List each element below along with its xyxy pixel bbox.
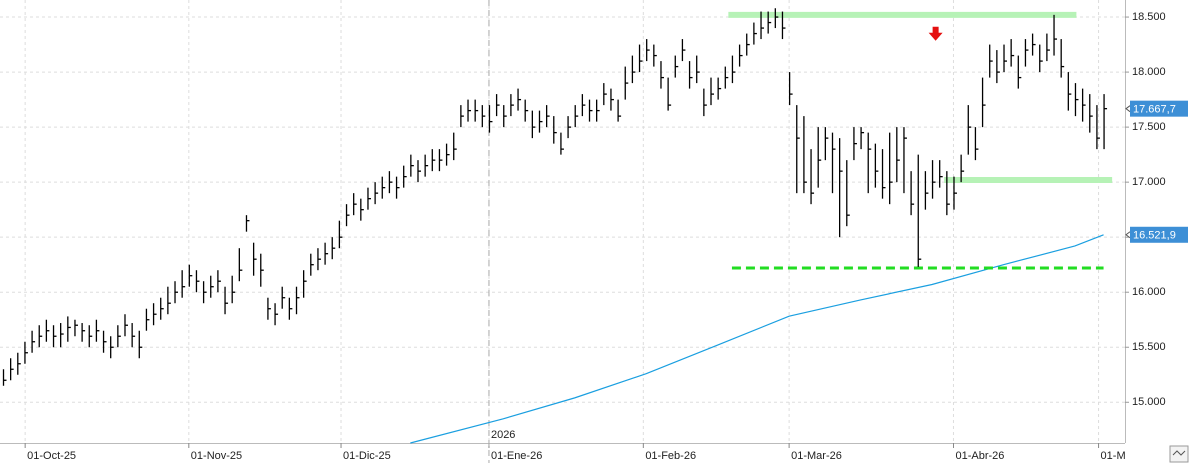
x-tick-label: 01-Feb-26 [645, 450, 696, 462]
y-tick-label: 17.000 [1132, 176, 1166, 188]
price-label: 16.521,9 [1133, 230, 1176, 242]
y-tick-label: 17.500 [1132, 121, 1166, 133]
x-tick-label: 01-Abr-26 [955, 450, 1004, 462]
scroll-icon [1172, 450, 1186, 456]
price-label: 17.667,7 [1133, 104, 1176, 116]
moving-average [410, 234, 1104, 444]
x-tick-label: 01-Nov-25 [191, 450, 242, 462]
x-tick-label: 01-M [1101, 450, 1126, 462]
scroll-button[interactable] [1169, 445, 1189, 463]
y-tick-label: 18.500 [1132, 11, 1166, 23]
x-tick-label: 01-Ene-26 [491, 450, 542, 462]
y-tick-label: 16.000 [1132, 286, 1166, 298]
year-label: 2026 [491, 429, 515, 441]
price-label-box [1130, 226, 1188, 243]
price-pointer [1125, 231, 1131, 239]
x-tick-label: 01-Dic-25 [343, 450, 391, 462]
price-label-box [1130, 100, 1188, 117]
x-tick-label: 01-Mar-26 [791, 450, 842, 462]
price-pointer [1125, 105, 1131, 113]
y-tick-label: 15.000 [1132, 396, 1166, 408]
signal-arrow [928, 26, 943, 41]
x-tick-label: 01-Oct-25 [27, 450, 76, 462]
y-tick-label: 15.500 [1132, 341, 1166, 353]
y-tick-label: 18.000 [1132, 66, 1166, 78]
